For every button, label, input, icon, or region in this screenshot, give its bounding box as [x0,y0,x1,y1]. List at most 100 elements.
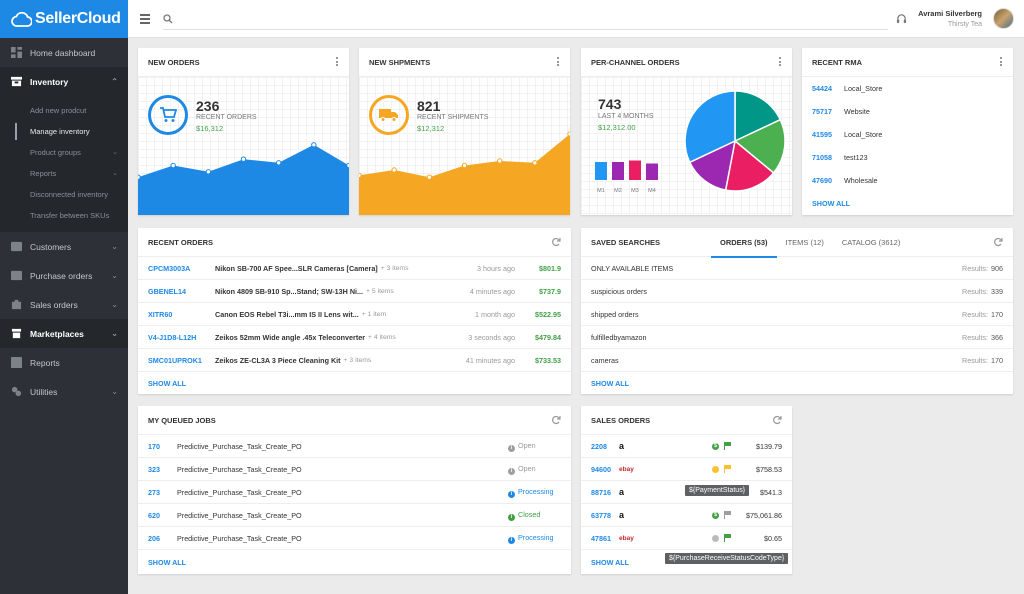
payment-status-icon[interactable]: $ [712,443,719,450]
order-id-link[interactable]: XITR60 [148,309,173,319]
order-id-link[interactable]: SMC01UPROK1 [148,355,202,365]
list-item[interactable]: fulfilledbyamazon Results: 366 [581,326,1013,349]
headset-icon[interactable] [896,13,907,24]
list-item[interactable]: 75717 Website [802,100,1013,123]
status-icon: i [508,467,515,475]
sidebar-item-label: Purchase orders [30,270,93,281]
sales-order-id-link[interactable]: 2208 [591,441,607,451]
table-row[interactable]: XITR60 Canon EOS Rebel T3i...mm IS II Len… [138,303,571,326]
show-all-link[interactable]: SHOW ALL [148,379,187,388]
payment-status-icon[interactable]: $ [712,512,719,519]
refresh-icon[interactable] [551,237,561,247]
order-id-link[interactable]: CPCM3003A [148,263,191,273]
show-all-link[interactable]: SHOW ALL [591,558,630,567]
list-item[interactable]: cameras Results: 170 [581,349,1013,372]
job-id-link[interactable]: 620 [148,510,160,520]
tab-catalog[interactable]: CATALOG (3612) [841,238,901,247]
rma-id-link[interactable]: 47690 [812,176,832,185]
table-row[interactable]: V4-J1D8-L12H Zeikos 52mm Wide angle .45x … [138,326,571,349]
list-item[interactable]: shipped orders Results: 170 [581,303,1013,326]
search-input[interactable] [179,12,879,28]
rma-id-link[interactable]: 41595 [812,130,832,139]
sidebar-item-marketplaces[interactable]: Marketplaces ⌄ [0,319,128,348]
table-row[interactable]: 63778 a $ $75,061.86 [581,504,792,527]
list-item[interactable]: 71058 test123 [802,146,1013,169]
list-item[interactable]: suspicious orders Results: 339 [581,280,1013,303]
table-row[interactable]: 273 Predictive_Purchase_Task_Create_PO i Pr… [138,481,571,504]
more-vert-icon[interactable] [557,57,560,68]
job-status: i Open [508,464,536,475]
job-id-link[interactable]: 273 [148,487,160,497]
sales-order-id-link[interactable]: 88716 [591,487,611,497]
table-row[interactable]: 47861 ebay $0.65 [581,527,792,550]
table-row[interactable]: 88716 a $541.3 [581,481,792,504]
submenu-item-add-product[interactable]: Add new prodcut [0,100,128,121]
submenu-item-manage-inventory[interactable]: Manage inventory [0,121,128,142]
list-item[interactable]: ONLY AVAILABLE ITEMS Results: 906 [581,257,1013,280]
refresh-icon[interactable] [551,415,561,425]
flag-icon[interactable] [724,511,731,519]
table-row[interactable]: CPCM3003A Nikon SB-700 AF Spee...SLR Came… [138,257,571,280]
job-id-link[interactable]: 323 [148,464,160,474]
tab-items[interactable]: ITEMS (12) [785,238,824,247]
payment-status-icon[interactable] [712,535,719,542]
submenu-item-product-groups[interactable]: Product groups ⌄ [0,142,128,163]
table-row[interactable]: SMC01UPROK1 Zeikos ZE-CL3A 3 Piece Cleani… [138,349,571,372]
show-all-link[interactable]: SHOW ALL [812,199,851,208]
flag-icon[interactable] [724,534,731,542]
results-count: 170 [991,355,1003,365]
submenu-item-reports[interactable]: Reports ⌄ [0,163,128,184]
sales-order-id-link[interactable]: 63778 [591,510,611,520]
table-row[interactable]: 2208 a $ $139.79 [581,435,792,458]
sidebar-item-sales-orders[interactable]: Sales orders ⌄ [0,290,128,319]
order-time: 41 minutes ago [465,355,515,365]
rma-id-link[interactable]: 75717 [812,107,832,116]
table-row[interactable]: GBENEL14 Nikon 4809 SB-910 Sp...Stand; SW… [138,280,571,303]
rma-id-link[interactable]: 71058 [812,153,832,162]
submenu-item-transfer-skus[interactable]: Transfer between SKUs [0,205,128,226]
list-item[interactable]: 47690 Wholesale [802,169,1013,192]
flag-icon[interactable] [724,465,731,473]
more-vert-icon[interactable] [779,57,782,68]
sales-amount: $0.65 [764,533,782,543]
show-all-link[interactable]: SHOW ALL [148,558,187,567]
show-all-link[interactable]: SHOW ALL [591,379,630,388]
order-id-link[interactable]: GBENEL14 [148,286,186,296]
table-row[interactable]: 620 Predictive_Purchase_Task_Create_PO i Cl… [138,504,571,527]
refresh-icon[interactable] [772,415,782,425]
sidebar-item-inventory[interactable]: Inventory ⌃ [0,67,128,96]
more-vert-icon[interactable] [336,57,339,68]
table-row[interactable]: 94600 ebay $758.53 [581,458,792,481]
sidebar-item-home-dashboard[interactable]: Home dashboard [0,38,128,67]
flag-icon[interactable] [724,442,731,450]
brand-logo[interactable]: SellerCloud [0,0,128,38]
sidebar-item-label: Sales orders [30,299,78,310]
submenu-item-disconnected-inventory[interactable]: Disconnected inventory [0,184,128,205]
sidebar-item-purchase-orders[interactable]: Purchase orders ⌄ [0,261,128,290]
payment-status-icon[interactable] [712,466,719,473]
dashboard-icon [10,47,22,59]
sidebar-item-customers[interactable]: Customers ⌄ [0,232,128,261]
tab-orders[interactable]: ORDERS (53) [711,228,777,258]
sales-icon [10,299,22,311]
job-name: Predictive_Purchase_Task_Create_PO [177,487,302,497]
job-id-link[interactable]: 170 [148,441,160,451]
table-row[interactable]: 323 Predictive_Purchase_Task_Create_PO i Op… [138,458,571,481]
order-description: Canon EOS Rebel T3i...mm IS II Lens wit.… [215,309,359,319]
sidebar-item-reports[interactable]: Reports [0,348,128,377]
list-item[interactable]: 54424 Local_Store [802,77,1013,100]
user-info[interactable]: Avrami Silverberg Thirsty Tea [918,9,982,28]
sales-order-id-link[interactable]: 94600 [591,464,611,474]
refresh-icon[interactable] [993,237,1003,247]
table-row[interactable]: 170 Predictive_Purchase_Task_Create_PO i Op… [138,435,571,458]
order-id-link[interactable]: V4-J1D8-L12H [148,332,197,342]
job-id-link[interactable]: 206 [148,533,160,543]
avatar[interactable] [993,8,1014,29]
table-row[interactable]: 206 Predictive_Purchase_Task_Create_PO i Pr… [138,527,571,550]
rma-id-link[interactable]: 54424 [812,84,832,93]
more-vert-icon[interactable] [1000,57,1003,68]
sidebar-item-utilities[interactable]: Utilities ⌄ [0,377,128,406]
sales-order-id-link[interactable]: 47861 [591,533,611,543]
menu-icon[interactable] [140,14,150,24]
list-item[interactable]: 41595 Local_Store [802,123,1013,146]
